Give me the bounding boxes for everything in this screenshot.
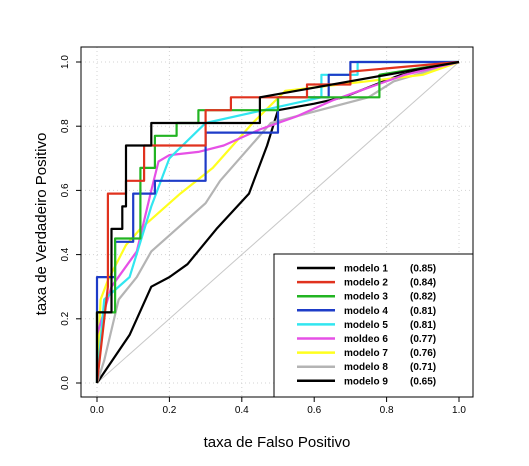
legend-auc: (0.82): [410, 292, 436, 303]
legend-label: modelo 5: [344, 320, 388, 331]
legend-label: modelo 8: [344, 362, 388, 373]
y-axis-title: taxa de Verdadeiro Positivo: [33, 133, 50, 316]
legend-auc: (0.65): [410, 376, 436, 387]
reference-diagonal-line: [96, 61, 460, 384]
legend-label: modelo 3: [344, 292, 388, 303]
x-tick-label: 1.0: [452, 405, 466, 416]
legend-auc: (0.71): [410, 362, 436, 373]
legend-auc: (0.81): [410, 306, 436, 317]
legend-label: modelo 9: [344, 376, 388, 387]
x-tick-label: 0.4: [235, 405, 249, 416]
legend-label: modelo 7: [344, 348, 388, 359]
legend-auc: (0.76): [410, 348, 436, 359]
x-tick-label: 0.0: [90, 405, 104, 416]
series-line-1: [95, 60, 460, 383]
legend-label: moldeo 6: [344, 334, 388, 345]
y-tick-label: 0.4: [60, 247, 71, 261]
x-tick-label: 0.6: [307, 405, 321, 416]
legend-label: modelo 4: [344, 306, 388, 317]
y-tick-label: 0.2: [60, 311, 71, 325]
legend-auc: (0.77): [410, 334, 436, 345]
series-line-6: [95, 60, 460, 336]
legend-label: modelo 2: [344, 278, 388, 289]
y-tick-label: 1.0: [60, 55, 71, 69]
axis-ticks: 0.0 0.2 0.4 0.6 0.8 1.0 0.0 0.2 0.4 0.6 0.8 1.0: [60, 55, 466, 416]
legend-auc: (0.84): [410, 278, 436, 289]
legend-auc: (0.85): [410, 264, 436, 275]
series-layer: [95, 60, 460, 384]
legend-label: modelo 1: [344, 264, 388, 275]
legend-auc: (0.81): [410, 320, 436, 331]
legend: modelo 1 (0.85) modelo 2 (0.84) modelo 3 (0.8…: [273, 253, 474, 398]
y-tick-label: 0.0: [60, 376, 71, 390]
y-tick-label: 0.6: [60, 183, 71, 197]
x-tick-label: 0.2: [162, 405, 176, 416]
x-axis-title: taxa de Falso Positivo: [204, 434, 351, 451]
series-line-3: [95, 60, 460, 383]
y-tick-label: 0.8: [60, 119, 71, 133]
x-tick-label: 0.8: [380, 405, 394, 416]
series-line-8: [95, 60, 460, 384]
